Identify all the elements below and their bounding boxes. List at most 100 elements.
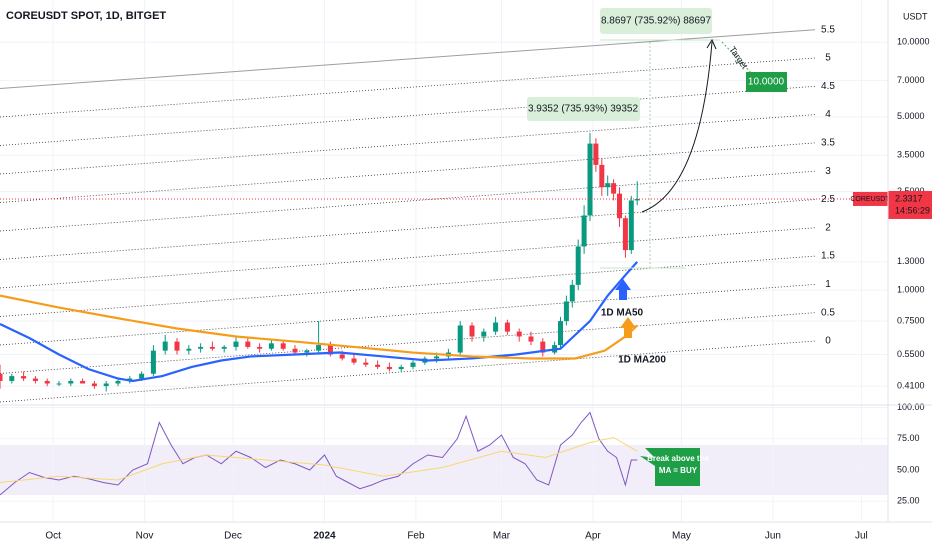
- x-tick-label: Mar: [493, 531, 511, 542]
- y-tick-label: 50.00: [897, 464, 920, 474]
- x-tick-label: May: [672, 531, 691, 542]
- fib-line: [0, 312, 816, 374]
- callout-box: [640, 448, 700, 486]
- x-tick-label: Apr: [585, 531, 601, 542]
- x-tick-label: Feb: [407, 531, 425, 542]
- y-tick-label: 100.00: [897, 402, 925, 412]
- candle-body: [139, 373, 145, 379]
- symbol-box: [853, 191, 888, 206]
- fib-line: [0, 85, 816, 146]
- rsi-line: [0, 436, 638, 483]
- candle-body: [481, 331, 487, 337]
- candle-body: [339, 354, 345, 359]
- candle-body: [351, 358, 357, 363]
- y-tick-label: 5.0000: [897, 111, 925, 121]
- candle-body: [569, 284, 575, 302]
- fib-line: [0, 340, 816, 403]
- candle-body: [21, 376, 27, 379]
- candle-body: [563, 301, 569, 322]
- candle-body: [398, 366, 404, 370]
- candle-body: [558, 321, 563, 346]
- fib-line: [0, 227, 816, 289]
- candle-body: [292, 348, 298, 353]
- target-arrow-head: [706, 38, 717, 50]
- candle-body: [375, 364, 381, 367]
- candle-body: [611, 183, 617, 194]
- fib-label: 1.5: [821, 251, 835, 262]
- y-tick-label: 1.0000: [897, 284, 925, 294]
- fib-line: [0, 57, 816, 118]
- candle-body: [575, 246, 581, 285]
- candle-body: [209, 346, 215, 349]
- fib-line: [0, 142, 816, 203]
- fib-line: [0, 255, 816, 317]
- candle-body: [434, 356, 440, 359]
- candle-body: [32, 378, 38, 381]
- y-tick-label: 10.0000: [897, 37, 930, 47]
- axis-unit: USDT: [903, 11, 928, 21]
- candle-body: [221, 346, 227, 349]
- ma-line: [0, 261, 639, 383]
- ma50-arrow: [615, 279, 631, 300]
- measure-box: [527, 97, 640, 121]
- candle-body: [327, 345, 333, 355]
- candle-body: [469, 325, 475, 337]
- candle-body: [634, 198, 640, 201]
- candle-body: [103, 383, 109, 387]
- x-tick-label: Jun: [765, 531, 781, 542]
- ma200-arrow: [620, 317, 636, 338]
- candle-body: [233, 341, 239, 347]
- fib-label: 4.5: [821, 81, 835, 92]
- candle-body: [516, 331, 522, 337]
- ma200-label: 1D MA200: [618, 355, 666, 366]
- x-tick-label: Oct: [45, 531, 61, 542]
- candle-body: [304, 350, 310, 353]
- y-tick-label: 0.7500: [897, 315, 925, 325]
- candle-body: [617, 193, 622, 219]
- candle-body: [162, 341, 168, 351]
- fib-label: 2: [825, 222, 831, 233]
- candle-body: [9, 376, 15, 381]
- candle-body: [540, 341, 546, 353]
- candle-body: [605, 183, 611, 188]
- candle-body: [599, 164, 605, 188]
- candle-body: [280, 343, 286, 349]
- candle-body: [410, 362, 416, 367]
- y-tick-label: 25.00: [897, 496, 920, 506]
- candle-body: [174, 341, 180, 351]
- y-tick-label: 0.4100: [897, 380, 925, 390]
- measure-label: 8.8697 (735.92%) 88697: [601, 16, 712, 27]
- candle-body: [593, 143, 599, 165]
- target-arrow: [641, 41, 713, 213]
- candle-body: [80, 380, 86, 384]
- countdown-label: 14:56:29: [895, 205, 930, 215]
- candle-body: [268, 343, 274, 349]
- y-tick-label: 7.0000: [897, 75, 925, 85]
- measure-label: 3.9352 (735.93%) 39352: [528, 104, 639, 115]
- candle-body: [493, 322, 499, 332]
- y-tick-label: 75.00: [897, 433, 920, 443]
- candle-body: [44, 380, 50, 384]
- fib-label: 0.5: [821, 307, 835, 318]
- candle-body: [504, 322, 510, 332]
- candle-body: [68, 380, 74, 384]
- fib-label: 5.5: [821, 24, 835, 35]
- candle-body: [0, 373, 3, 381]
- candle-body: [56, 383, 62, 385]
- y-tick-label: 0.5500: [897, 349, 925, 359]
- fib-label: 3.5: [821, 138, 835, 149]
- fib-label: 0: [825, 336, 831, 347]
- candle-body: [457, 325, 463, 353]
- y-tick-label: 3.5000: [897, 150, 925, 160]
- fib-line: [0, 199, 816, 260]
- candle-body: [198, 346, 204, 349]
- candle-body: [363, 362, 369, 365]
- y-tick-label: 1.3000: [897, 256, 925, 266]
- ma50-label: 1D MA50: [601, 308, 644, 319]
- symbol-label: COREUSDT: [850, 196, 890, 203]
- candle-body: [245, 341, 251, 347]
- candle-body: [628, 200, 634, 251]
- ma-line: [0, 294, 638, 360]
- price-box: [888, 190, 932, 219]
- y-tick-label: 2.5000: [897, 186, 925, 196]
